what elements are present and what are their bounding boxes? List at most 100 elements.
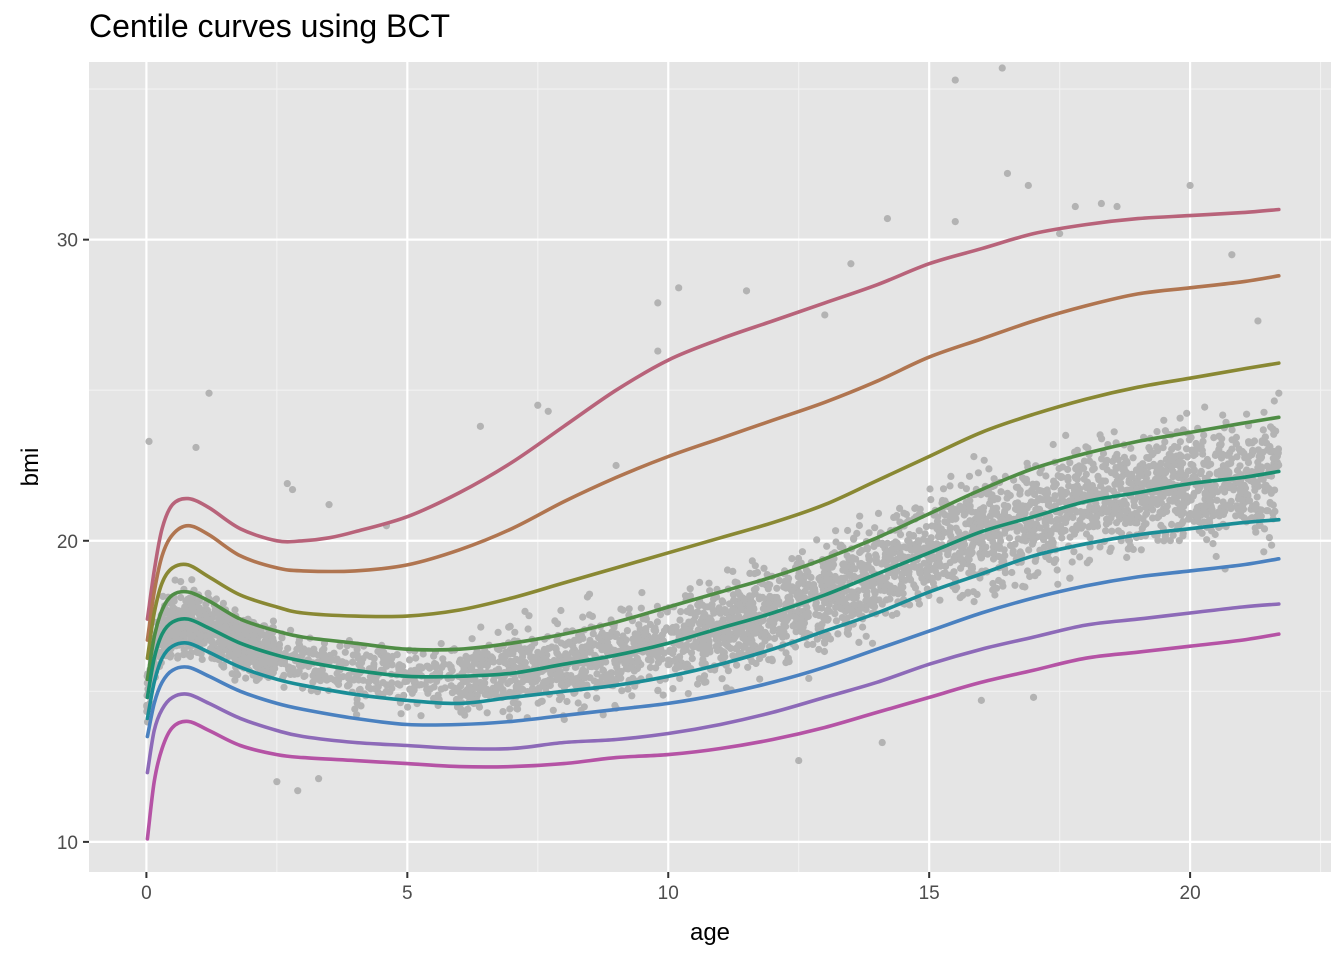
scatter-point: [1212, 552, 1220, 561]
scatter-point: [426, 664, 434, 672]
scatter-point: [897, 555, 906, 563]
scatter-point: [773, 584, 781, 592]
scatter-point: [507, 689, 515, 697]
scatter-point: [349, 658, 357, 666]
scatter-point: [844, 526, 852, 535]
scatter-point: [1089, 460, 1097, 468]
scatter-point: [1166, 537, 1174, 545]
scatter-point: [1066, 574, 1074, 582]
scatter-point: [729, 606, 737, 614]
scatter-point: [1228, 426, 1236, 434]
scatter-point: [433, 677, 441, 686]
scatter-point: [1114, 527, 1122, 535]
scatter-point: [721, 639, 729, 648]
x-tick-label: 5: [402, 883, 413, 904]
scatter-point: [145, 437, 153, 446]
scatter-point: [707, 619, 715, 627]
scatter-point: [1077, 524, 1085, 532]
scatter-point: [646, 663, 655, 672]
scatter-point: [979, 507, 987, 515]
scatter-point: [475, 654, 483, 662]
scatter-point: [1251, 486, 1259, 494]
scatter-point: [980, 456, 988, 464]
scatter-point: [1265, 534, 1273, 542]
scatter-point: [188, 602, 196, 610]
scatter-point: [907, 576, 915, 584]
scatter-point: [883, 580, 891, 589]
scatter-point: [1205, 516, 1213, 524]
scatter-point: [725, 629, 733, 637]
scatter-point: [399, 662, 407, 671]
scatter-point: [575, 636, 583, 644]
scatter-point: [1226, 503, 1235, 511]
scatter-point: [1072, 474, 1080, 482]
scatter-point: [642, 625, 650, 633]
scatter-point: [642, 615, 650, 623]
scatter-point: [736, 623, 744, 632]
scatter-point: [997, 488, 1005, 496]
scatter-point: [315, 775, 323, 783]
scatter-point: [974, 469, 983, 477]
scatter-point: [1147, 479, 1155, 487]
scatter-point: [1073, 508, 1081, 516]
scatter-point: [353, 651, 361, 659]
scatter-point: [617, 674, 625, 682]
scatter-point: [1094, 472, 1102, 480]
scatter-point: [320, 645, 328, 653]
scatter-point: [775, 577, 784, 585]
scatter-point: [404, 703, 412, 711]
scatter-point: [682, 646, 690, 654]
scatter-point: [366, 652, 374, 661]
scatter-point: [178, 624, 186, 632]
scatter-point: [592, 662, 600, 671]
scatter-point: [288, 667, 296, 675]
scatter-point: [1205, 470, 1214, 478]
scatter-point: [345, 674, 353, 682]
scatter-point: [967, 563, 975, 572]
scatter-point: [966, 504, 974, 512]
scatter-point: [863, 591, 871, 599]
scatter-point: [269, 617, 277, 625]
scatter-point: [1128, 473, 1136, 481]
scatter-point: [995, 576, 1003, 585]
scatter-point: [866, 556, 874, 564]
scatter-point: [336, 642, 344, 650]
scatter-point: [879, 558, 887, 567]
scatter-point: [557, 606, 565, 615]
scatter-point: [979, 533, 987, 541]
y-tick-label: 20: [57, 532, 78, 553]
scatter-point: [455, 658, 464, 666]
scatter-point: [951, 515, 960, 523]
scatter-point: [219, 641, 227, 649]
scatter-point: [1003, 503, 1011, 511]
scatter-point: [192, 624, 200, 632]
scatter-point: [1257, 512, 1265, 520]
scatter-point: [1237, 511, 1245, 519]
scatter-point: [1075, 462, 1083, 470]
scatter-point: [269, 634, 277, 643]
scatter-point: [821, 311, 829, 319]
scatter-point: [405, 656, 414, 664]
scatter-point: [654, 686, 662, 695]
scatter-point: [549, 706, 557, 714]
scatter-point: [625, 605, 633, 613]
scatter-point: [773, 593, 781, 602]
scatter-point: [914, 537, 922, 545]
scatter-point: [782, 649, 790, 657]
scatter-point: [1228, 436, 1236, 444]
scatter-point: [676, 616, 684, 624]
scatter-point: [951, 556, 959, 564]
scatter-point: [1085, 556, 1094, 564]
scatter-point: [560, 715, 568, 724]
scatter-point: [1123, 457, 1131, 466]
scatter-point: [697, 617, 705, 626]
scatter-point: [524, 625, 532, 633]
scatter-point: [408, 689, 416, 697]
scatter-point: [633, 654, 641, 663]
scatter-point: [483, 709, 491, 717]
scatter-point: [1071, 202, 1079, 211]
scatter-point: [1240, 449, 1248, 457]
scatter-point: [1054, 580, 1062, 588]
scatter-point: [989, 555, 998, 563]
scatter-point: [756, 675, 764, 683]
